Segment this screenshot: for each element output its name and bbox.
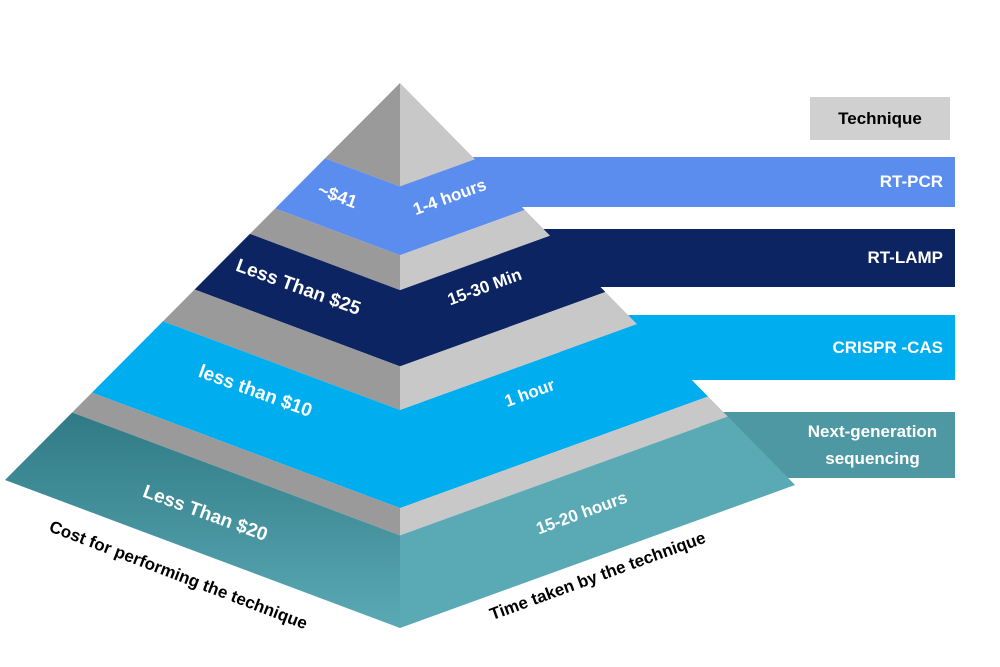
pyramid-right-face <box>400 396 728 536</box>
pyramid-left-face <box>275 158 400 256</box>
technique-bar: Next-generation sequencing <box>700 412 955 478</box>
pyramid-right-face <box>400 416 795 628</box>
legend-header: Technique <box>810 97 950 140</box>
pyramid-right-face <box>400 210 551 291</box>
pyramid-right-face <box>400 159 525 256</box>
pyramid-left-face <box>72 392 401 536</box>
pyramid-left-face <box>324 83 400 187</box>
pyramid-right-face <box>400 324 709 509</box>
pyramid-left-face <box>194 233 400 367</box>
pyramid-right-face <box>400 83 476 187</box>
pyramid-left-face <box>91 321 401 509</box>
pyramid-left-face <box>163 289 400 410</box>
pyramid-left-face <box>249 208 400 291</box>
pyramid-left-face <box>5 412 400 628</box>
pyramid-right-face <box>400 292 637 410</box>
pyramid-right-face <box>400 235 606 367</box>
